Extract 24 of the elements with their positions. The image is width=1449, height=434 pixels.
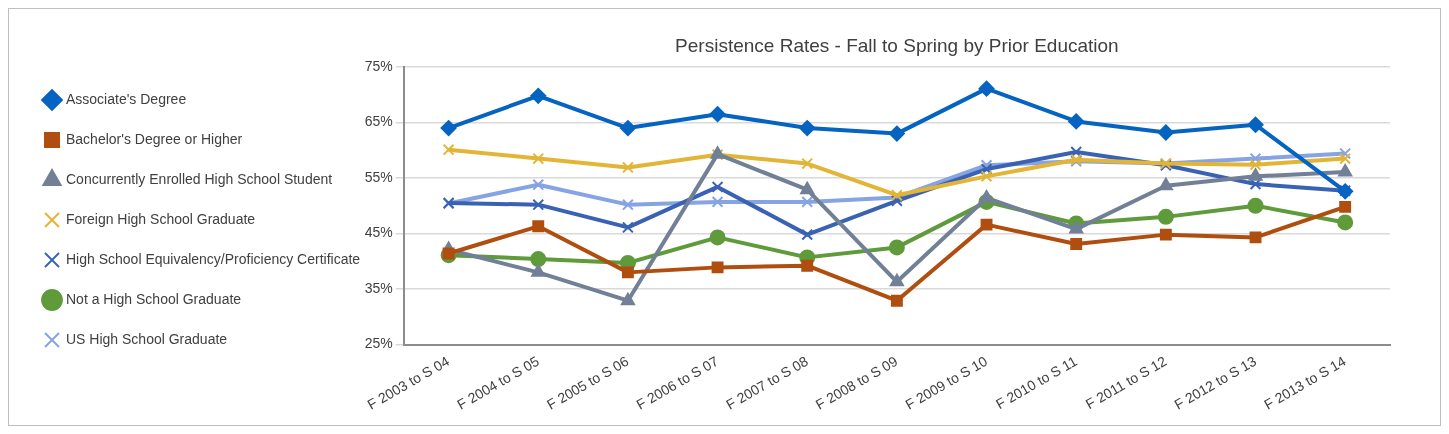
y-tick-label: 45%	[364, 224, 393, 241]
x-tick-label: F 2003 to S 04	[364, 352, 453, 413]
x-tick-label: F 2011 to S 12	[1082, 352, 1170, 413]
x-tick-label: F 2004 to S 05	[454, 352, 542, 413]
legend-label: Foreign High School Graduate	[66, 210, 256, 227]
x-tick-label: F 2006 to S 07	[633, 352, 722, 413]
legend-label: US High School Graduate	[66, 330, 228, 347]
x-tick-label: F 2012 to S 13	[1171, 352, 1260, 413]
x-tick-label: F 2005 to S 06	[543, 352, 632, 413]
legend-label: Associate's Degree	[66, 90, 187, 107]
y-tick-label: 35%	[364, 279, 393, 296]
x-tick-label: F 2010 to S 11	[993, 352, 1080, 413]
chart-title: Persistence Rates - Fall to Spring by Prior Education	[675, 35, 1119, 57]
y-tick-label: 75%	[364, 57, 393, 74]
x-tick-label: F 2008 to S 09	[812, 352, 901, 413]
legend-label: Bachelor's Degree or Higher	[66, 130, 243, 147]
legend-label: Concurrently Enrolled High School Student	[66, 170, 333, 187]
legend-label: High School Equivalency/Proficiency Certificate	[66, 250, 361, 267]
y-tick-label: 55%	[364, 168, 393, 185]
y-tick-label: 65%	[364, 113, 393, 130]
y-tick-label: 25%	[364, 335, 393, 352]
legend-label: Not a High School Graduate	[66, 290, 242, 307]
x-tick-label: F 2013 to S 14	[1261, 352, 1349, 413]
x-tick-label: F 2009 to S 10	[902, 352, 991, 413]
